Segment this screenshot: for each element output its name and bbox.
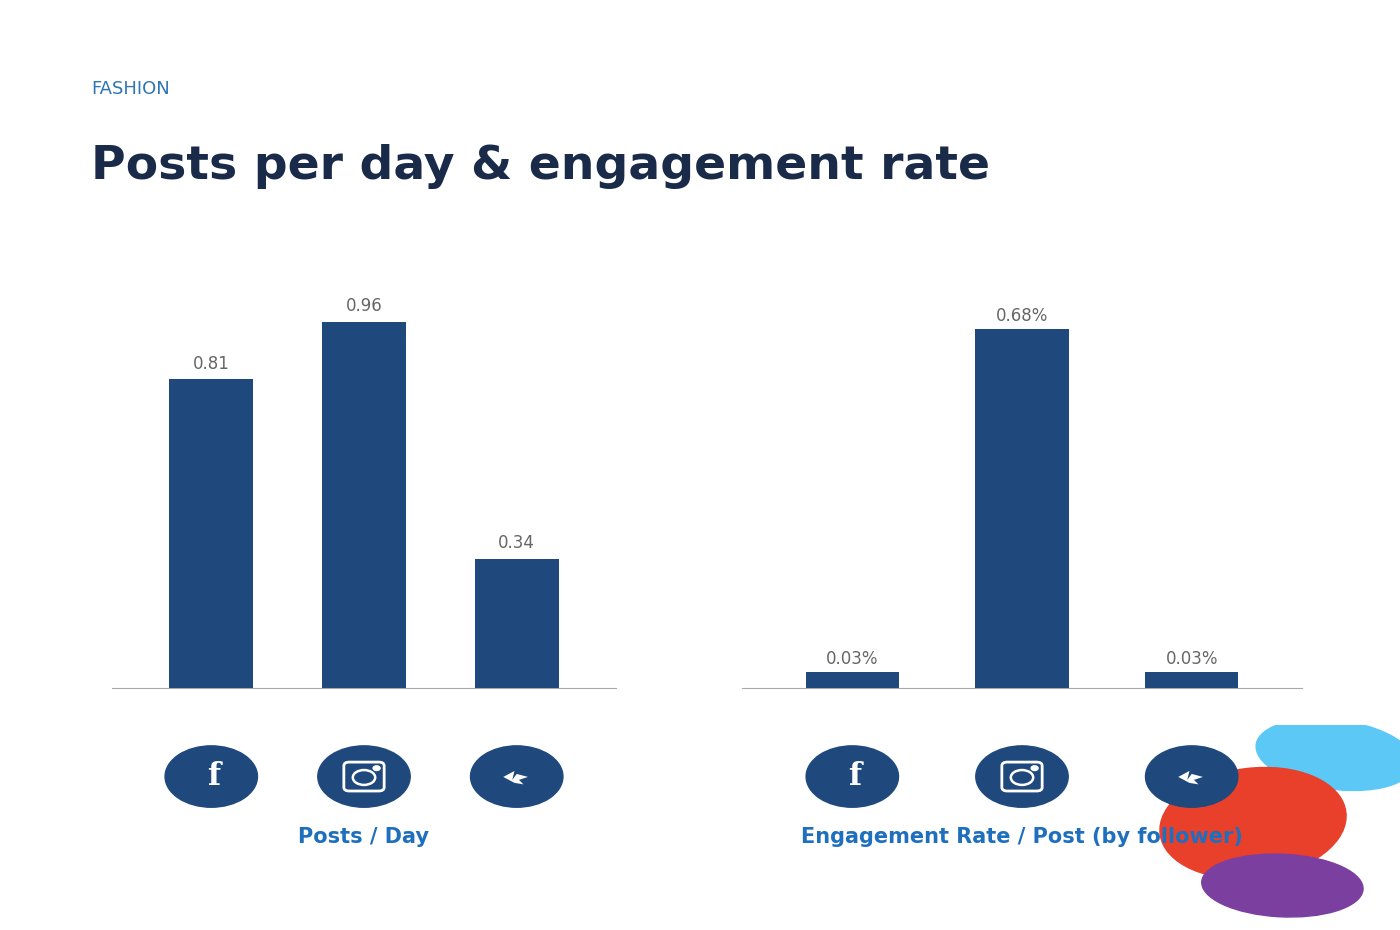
Ellipse shape — [1161, 767, 1345, 879]
Text: 0.68%: 0.68% — [995, 307, 1049, 325]
Ellipse shape — [1201, 854, 1364, 917]
Ellipse shape — [1256, 719, 1400, 790]
Bar — [169, 379, 253, 688]
Bar — [322, 323, 406, 688]
Text: f: f — [848, 761, 861, 792]
Text: Posts / Day: Posts / Day — [298, 827, 430, 847]
Text: 0.81: 0.81 — [193, 354, 230, 373]
Bar — [976, 329, 1068, 688]
Text: 0.03%: 0.03% — [1165, 650, 1218, 668]
Text: Rival: Rival — [1226, 844, 1266, 857]
Bar — [805, 672, 899, 688]
Text: Engagement Rate / Post (by follower): Engagement Rate / Post (by follower) — [801, 827, 1243, 847]
Text: 0.03%: 0.03% — [826, 650, 879, 668]
Text: 0.34: 0.34 — [498, 534, 535, 551]
Text: FASHION: FASHION — [91, 80, 169, 98]
Text: 0.96: 0.96 — [346, 298, 382, 315]
Bar — [475, 559, 559, 688]
Text: IQ: IQ — [1235, 870, 1257, 887]
Text: Posts per day & engagement rate: Posts per day & engagement rate — [91, 144, 990, 189]
Text: f: f — [207, 761, 221, 792]
Bar — [1145, 672, 1239, 688]
